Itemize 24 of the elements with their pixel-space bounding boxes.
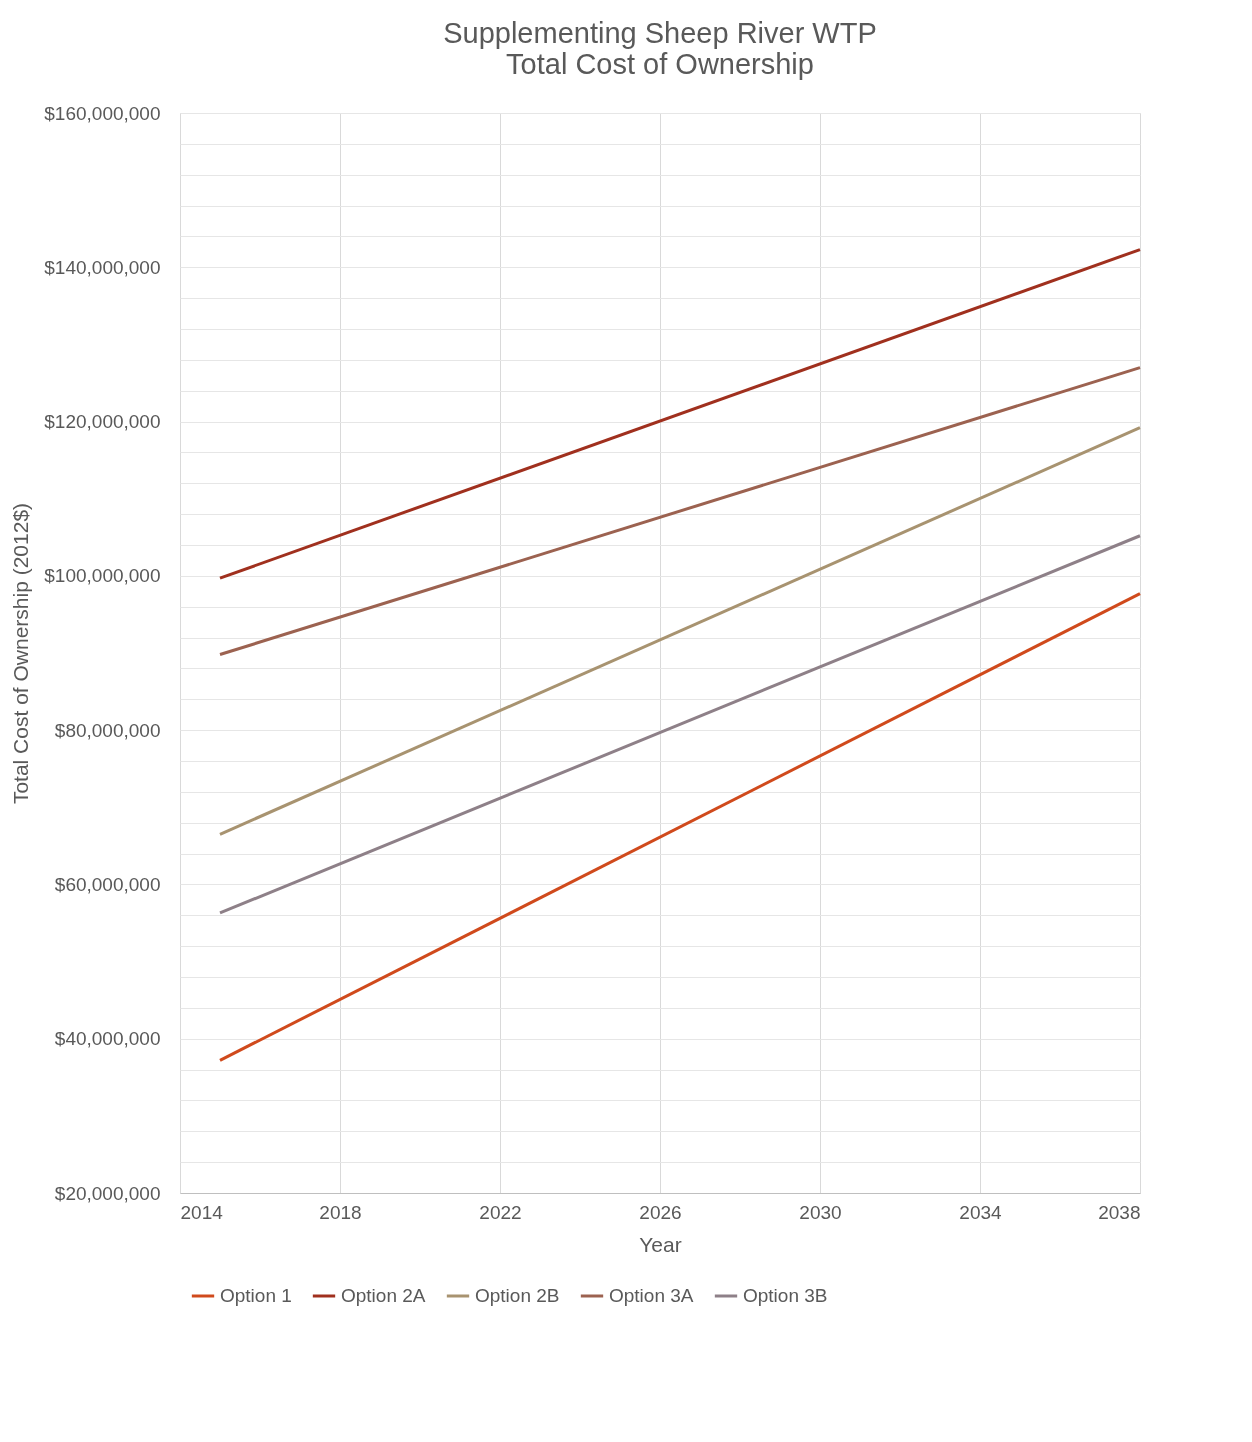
legend-label: Option 2B	[475, 1285, 560, 1306]
x-tick-label: 2030	[799, 1201, 842, 1223]
x-tick-label: 2034	[959, 1201, 1003, 1223]
y-tick-label: $160,000,000	[44, 102, 161, 124]
y-tick-label: $80,000,000	[54, 719, 161, 741]
x-tick-label: 2038	[1098, 1201, 1141, 1223]
text: Supplementing Sheep River WTP	[443, 17, 877, 49]
y-axis-title: Total Cost of Ownership (2012$)	[9, 502, 33, 805]
x-axis-title: Year	[639, 1232, 682, 1256]
text: Total Cost of Ownership	[506, 48, 814, 80]
x-tick-label: 2014	[180, 1201, 224, 1223]
y-tick-label: $40,000,000	[54, 1028, 161, 1050]
legend-label: Option 1	[220, 1285, 292, 1306]
y-tick-label: $100,000,000	[44, 565, 161, 587]
y-tick-label: $120,000,000	[44, 411, 161, 433]
legend-label: Option 3B	[743, 1285, 828, 1306]
legend-label: Option 3A	[609, 1285, 694, 1306]
x-tick-label: 2022	[479, 1201, 522, 1223]
x-tick-label: 2026	[639, 1201, 682, 1223]
y-tick-label: $20,000,000	[54, 1182, 161, 1204]
y-tick-label: $60,000,000	[54, 873, 161, 895]
legend-label: Option 2A	[341, 1285, 426, 1306]
x-tick-label: 2018	[319, 1201, 362, 1223]
y-tick-label: $140,000,000	[44, 256, 161, 278]
